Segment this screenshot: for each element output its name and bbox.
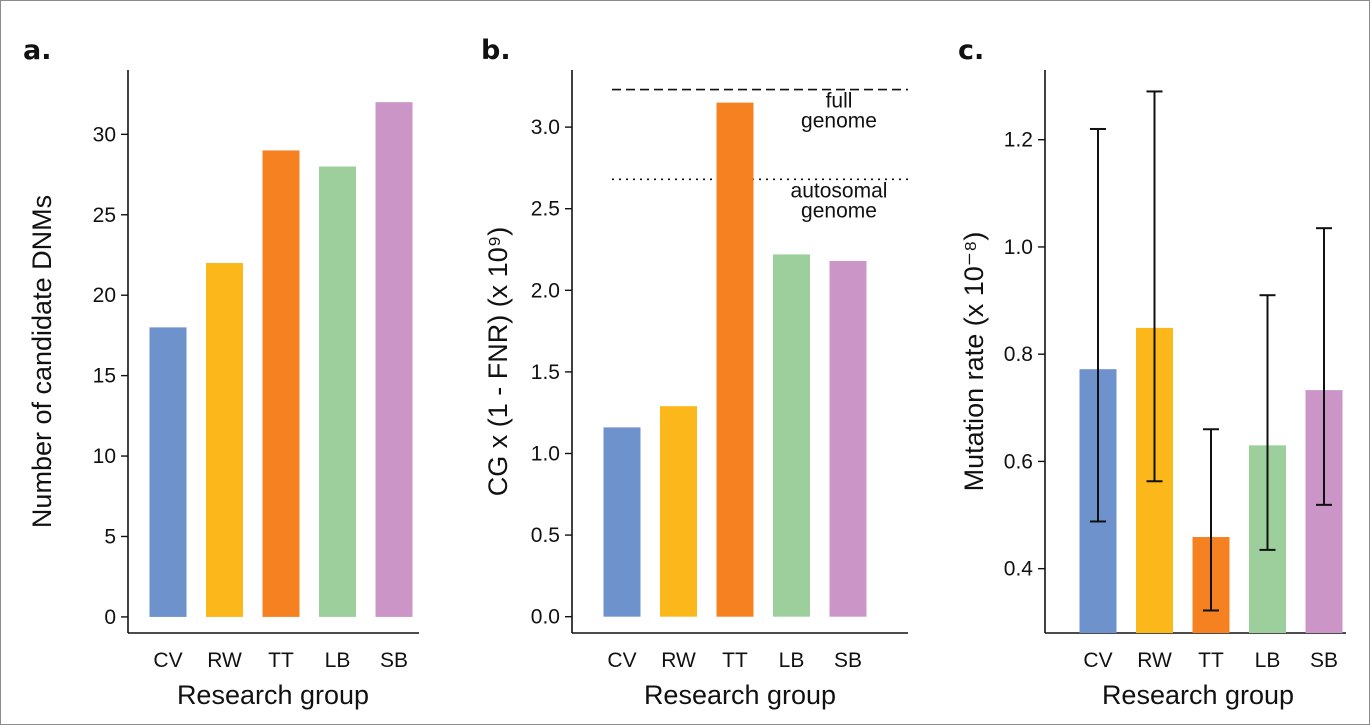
y-axis-title: CG x (1 - FNR) (x 10⁹) (483, 227, 513, 497)
x-tick-label: LB (779, 649, 805, 672)
x-tick-label: SB (834, 649, 862, 672)
x-axis-title: Research group (1102, 680, 1294, 710)
y-tick-label: 0.4 (1004, 558, 1034, 581)
x-axis-title: Research group (177, 680, 369, 710)
y-tick-label: 1.0 (531, 442, 560, 465)
y-tick-label: 15 (93, 365, 116, 388)
y-tick-label: 10 (93, 445, 116, 468)
bar-rw (660, 406, 697, 617)
y-tick-label: 2.0 (531, 279, 560, 302)
y-tick-label: 0.0 (531, 606, 560, 629)
y-tick-label: 30 (93, 123, 116, 146)
reference-line-label: genome (801, 199, 877, 222)
reference-line-label: full (826, 90, 853, 113)
panel-label: c. (958, 35, 984, 66)
x-tick-label: TT (268, 649, 294, 672)
x-tick-label: CV (1083, 649, 1112, 672)
y-tick-label: 3.0 (531, 116, 560, 139)
y-tick-label: 0.6 (1004, 450, 1033, 473)
reference-line-label: autosomal (791, 179, 888, 202)
bar-tt (716, 102, 754, 617)
bar-rw (206, 263, 243, 617)
y-tick-label: 5 (104, 525, 116, 548)
panel-label: a. (23, 35, 51, 66)
y-tick-label: 20 (93, 284, 116, 307)
bar-cv (603, 427, 641, 617)
y-tick-label: 1.0 (1004, 236, 1033, 259)
y-tick-label: 1.5 (531, 361, 560, 384)
x-tick-label: RW (661, 649, 696, 672)
x-tick-label: TT (722, 649, 748, 672)
bar-lb (773, 254, 810, 617)
y-tick-label: 0.8 (1004, 343, 1033, 366)
y-tick-label: 2.5 (531, 198, 560, 221)
x-tick-label: SB (1310, 649, 1338, 672)
bar-cv (149, 327, 187, 617)
x-tick-label: TT (1198, 649, 1224, 672)
x-tick-label: RW (207, 649, 242, 672)
bar-sb (375, 102, 413, 617)
x-axis-title: Research group (644, 680, 836, 710)
y-axis-title: Number of candidate DNMs (27, 195, 57, 528)
y-tick-label: 25 (93, 204, 116, 227)
bar-tt (262, 150, 300, 617)
bar-sb (829, 260, 867, 617)
reference-line-label: genome (801, 110, 877, 133)
x-tick-label: CV (607, 649, 636, 672)
x-tick-label: RW (1137, 649, 1172, 672)
x-tick-label: CV (153, 649, 182, 672)
y-axis-title: Mutation rate (x 10⁻⁸) (959, 232, 989, 492)
y-tick-label: 0.5 (531, 524, 560, 547)
x-tick-label: LB (1255, 649, 1281, 672)
panel-label: b. (481, 35, 511, 66)
x-tick-label: SB (380, 649, 408, 672)
x-tick-label: LB (325, 649, 351, 672)
y-tick-label: 0 (104, 606, 116, 629)
y-tick-label: 1.2 (1004, 129, 1033, 152)
bar-lb (319, 166, 356, 617)
